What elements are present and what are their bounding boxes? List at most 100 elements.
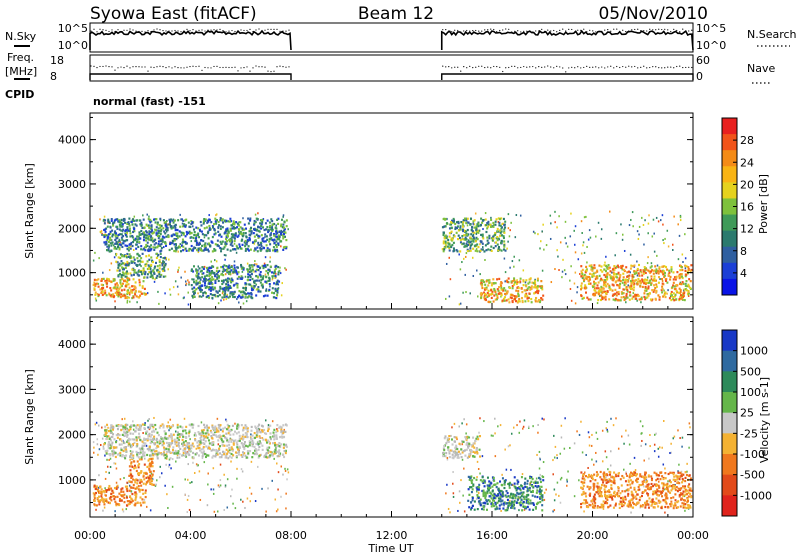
echo-cell — [476, 243, 479, 246]
nsearch-point — [234, 30, 236, 33]
echo-cell — [277, 235, 280, 239]
echo-cell — [553, 499, 556, 502]
echo-cell — [121, 266, 124, 269]
echo-cell — [137, 254, 140, 257]
echo-cell — [509, 499, 511, 502]
echo-cell — [145, 472, 148, 475]
nave-point — [637, 67, 639, 69]
echo-cell — [591, 273, 594, 276]
echo-cell — [207, 433, 210, 436]
echo-cell — [644, 271, 647, 275]
echo-cell — [253, 281, 256, 284]
echo-cell — [224, 436, 227, 439]
echo-cell — [653, 443, 656, 446]
echo-cell — [172, 240, 175, 243]
echo-cell — [470, 244, 473, 247]
echo-cell — [156, 265, 159, 268]
echo-cell — [672, 292, 675, 295]
echo-cell — [107, 445, 110, 448]
nsearch-point — [466, 29, 468, 32]
nave-point — [180, 67, 182, 69]
echo-cell — [657, 447, 660, 450]
echo-cell — [230, 460, 232, 463]
echo-cell — [259, 270, 262, 274]
echo-cell — [586, 275, 589, 279]
echo-cell — [277, 234, 280, 237]
echo-cell — [666, 268, 669, 271]
echo-cell — [126, 226, 129, 229]
echo-cell — [601, 287, 604, 290]
echo-cell — [258, 436, 261, 439]
echo-cell — [146, 237, 149, 240]
echo-cell — [168, 248, 171, 252]
nsearch-point — [481, 30, 483, 32]
echo-cell — [496, 243, 499, 246]
nsearch-point — [631, 29, 633, 31]
echo-cell — [208, 279, 211, 283]
echo-cell — [176, 228, 179, 232]
echo-cell — [231, 234, 234, 237]
echo-cell — [215, 427, 218, 430]
echo-cell — [180, 276, 182, 279]
echo-cell — [150, 235, 153, 238]
echo-cell — [550, 222, 552, 225]
echo-cell — [668, 271, 671, 274]
echo-cell — [484, 259, 486, 262]
echo-cell — [120, 263, 123, 266]
echo-cell — [661, 280, 664, 283]
echo-cell — [244, 454, 247, 457]
echo-cell — [275, 230, 278, 233]
echo-cell — [171, 485, 174, 488]
echo-cell — [534, 281, 537, 285]
echo-cell — [198, 443, 201, 446]
nave-point — [138, 66, 140, 68]
echo-cell — [583, 278, 586, 282]
echo-cell — [225, 235, 228, 238]
echo-cell — [473, 245, 476, 248]
echo-cell — [138, 463, 141, 466]
nsearch-point — [688, 30, 690, 32]
echo-cell — [206, 504, 209, 507]
echo-cell — [249, 217, 252, 220]
echo-cell — [645, 268, 648, 271]
echo-cell — [236, 277, 239, 280]
echo-cell — [98, 490, 101, 494]
echo-cell — [220, 279, 223, 283]
echo-cell — [280, 225, 283, 228]
echo-cell — [93, 446, 95, 449]
echo-cell — [177, 438, 180, 441]
echo-cell — [253, 223, 256, 226]
echo-cell — [236, 296, 239, 299]
echo-cell — [235, 244, 238, 247]
echo-cell — [215, 273, 218, 276]
echo-cell — [241, 266, 244, 269]
echo-cell — [107, 443, 110, 446]
echo-cell — [135, 224, 138, 227]
echo-cell — [240, 468, 243, 471]
echo-cell — [117, 241, 119, 244]
echo-cell — [128, 253, 131, 256]
echo-cell — [260, 284, 263, 287]
echo-cell — [620, 223, 622, 226]
echo-cell — [598, 288, 601, 291]
echo-cell — [682, 261, 684, 264]
echo-cell — [249, 248, 252, 251]
echo-cell — [246, 262, 249, 265]
echo-cell — [203, 461, 206, 464]
echo-cell — [550, 281, 553, 284]
echo-cell — [621, 281, 624, 284]
echo-cell — [112, 244, 115, 247]
echo-cell — [500, 509, 502, 512]
echo-cell — [148, 468, 151, 472]
echo-cell — [582, 296, 585, 299]
echo-cell — [247, 452, 250, 455]
echo-cell — [521, 473, 524, 476]
echo-cell — [131, 450, 134, 453]
echo-cell — [122, 235, 125, 238]
echo-cell — [563, 447, 566, 450]
echo-cell — [202, 432, 205, 435]
echo-cell — [633, 279, 636, 283]
echo-cell — [137, 270, 140, 273]
echo-cell — [108, 501, 111, 505]
echo-cell — [162, 268, 165, 271]
